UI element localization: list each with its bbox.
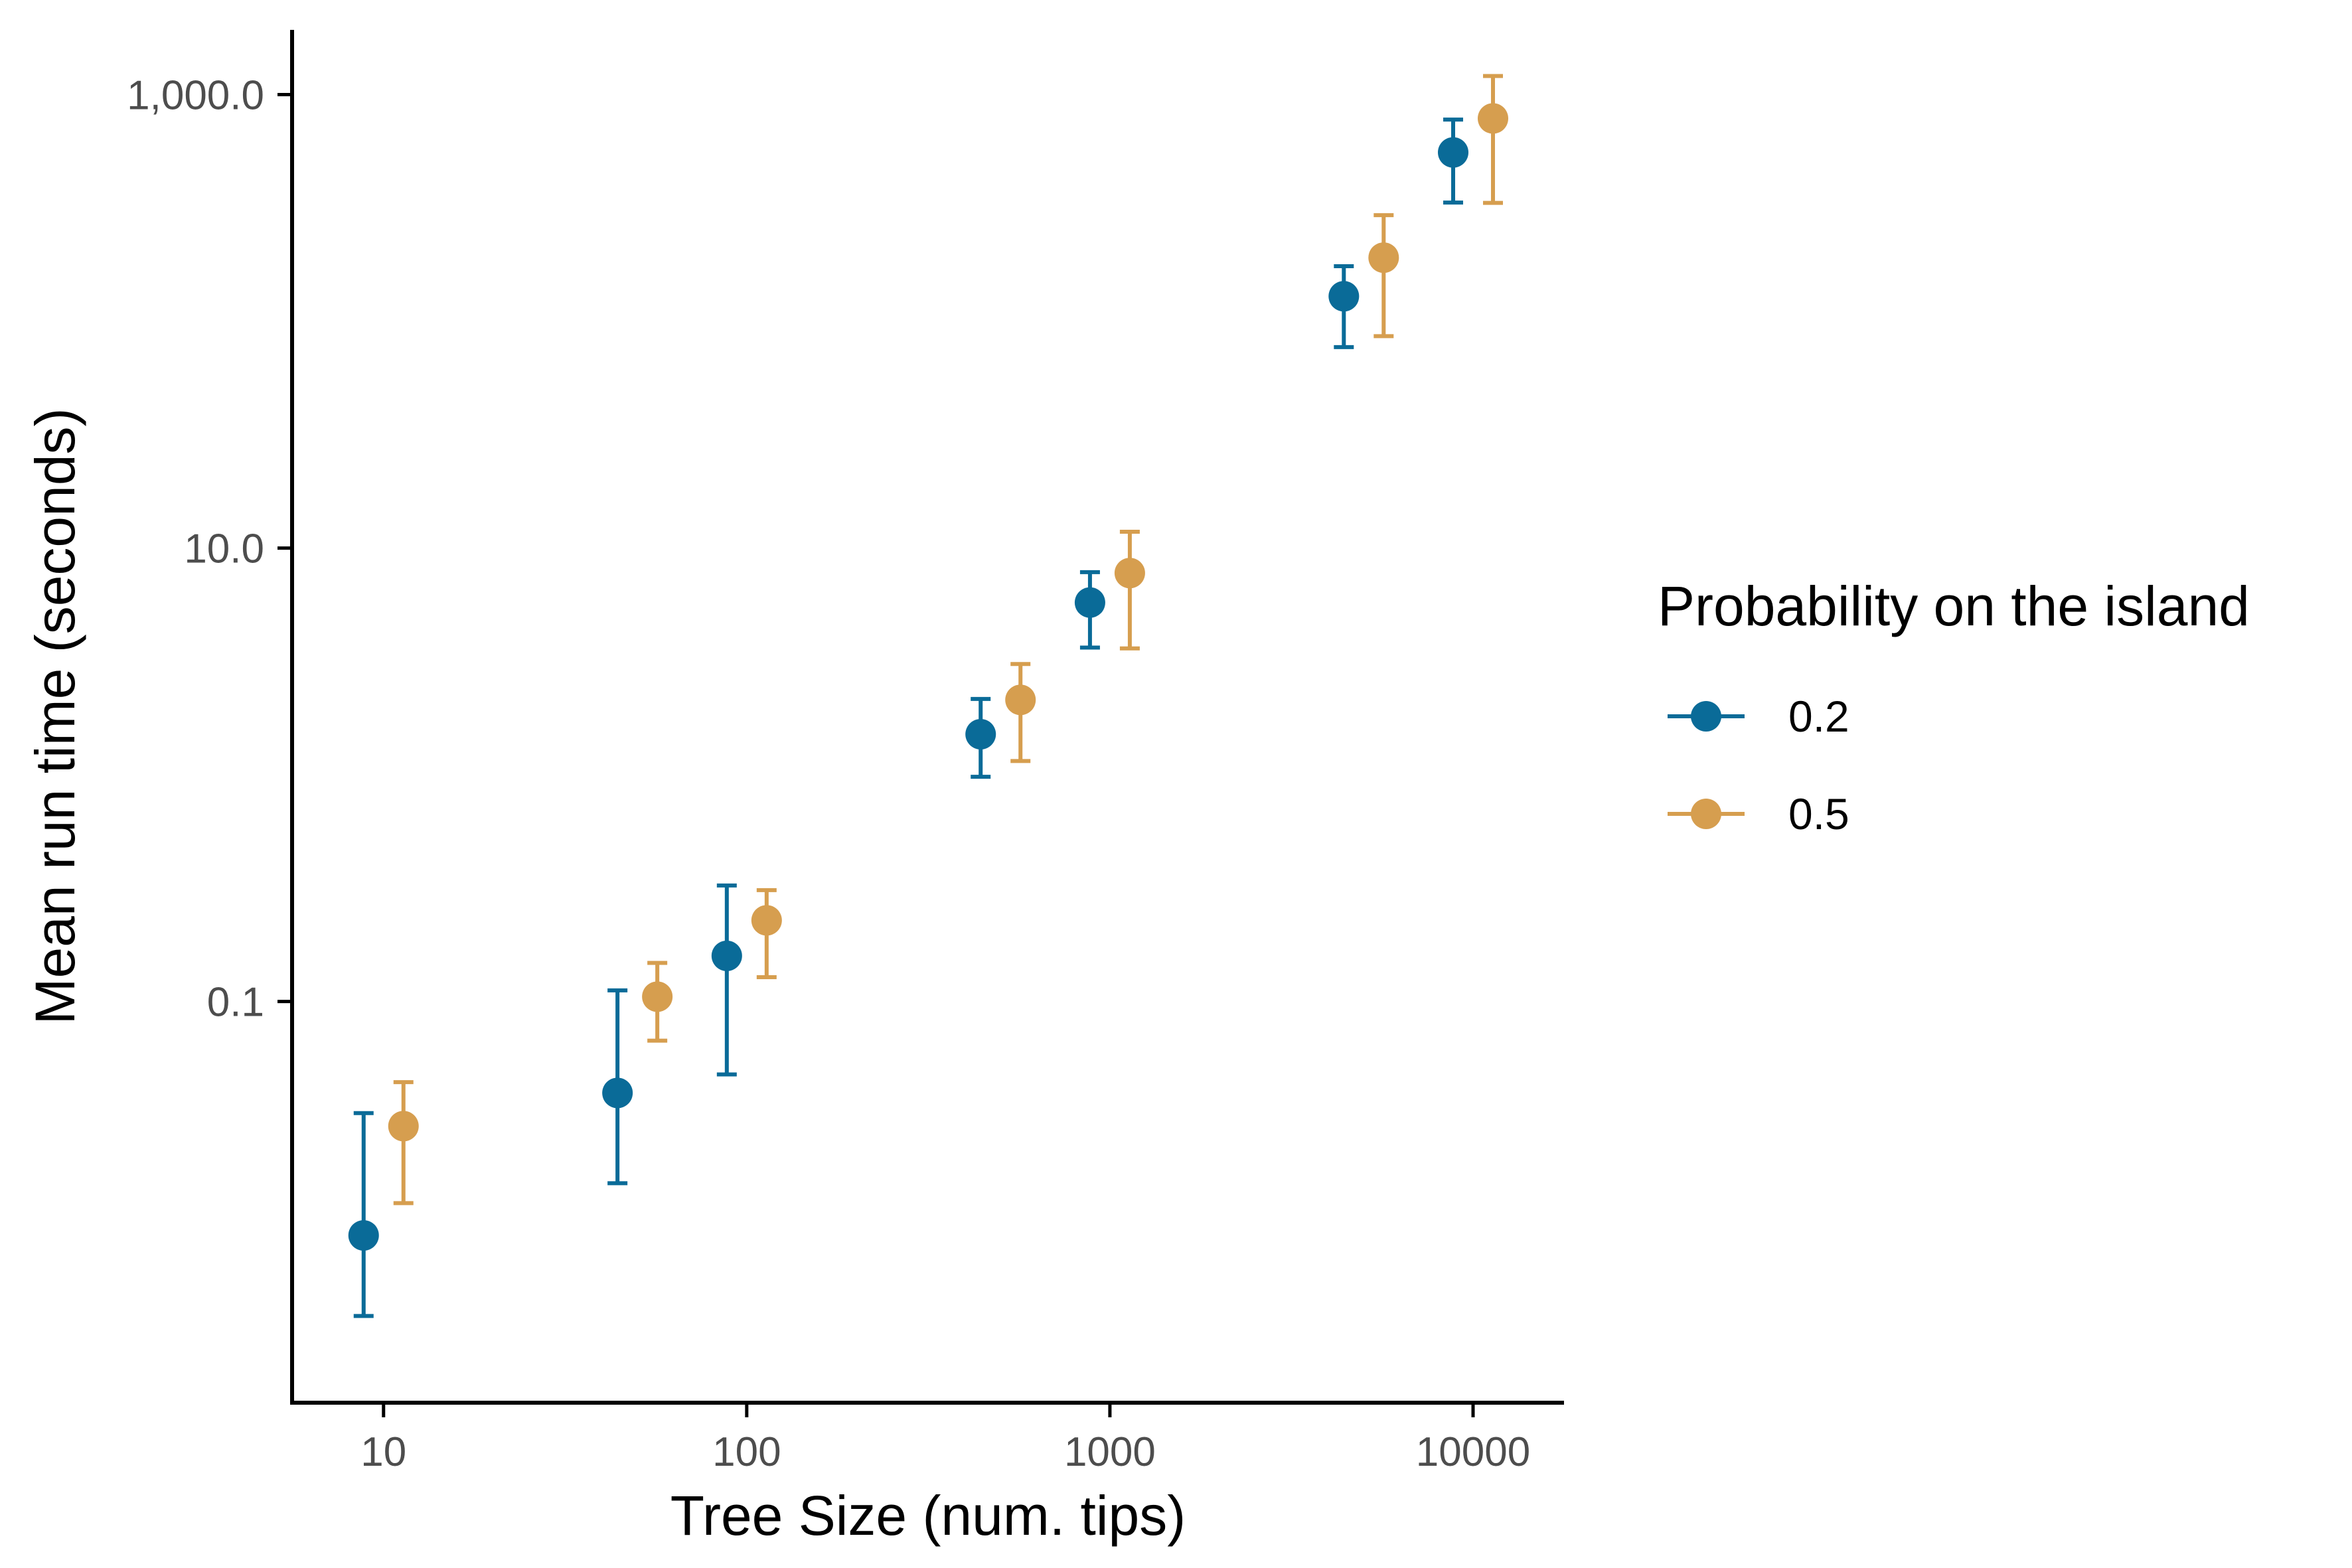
error-bar — [353, 1111, 374, 1318]
points-layer — [348, 103, 1509, 1251]
data-point — [1478, 103, 1509, 134]
data-point — [711, 940, 742, 971]
error-bar — [1373, 213, 1394, 339]
data-point — [348, 1219, 379, 1251]
data-point — [751, 905, 782, 936]
legend-entry: 0.2 — [1668, 692, 1849, 741]
error-bar — [1483, 74, 1504, 205]
x-tick-label: 10000 — [1416, 1429, 1530, 1475]
axes: 10 100 1000 10000 0.1 10.0 1,000.0 — [127, 30, 1564, 1475]
data-point — [602, 1077, 633, 1109]
data-point — [388, 1111, 419, 1142]
data-point — [642, 981, 673, 1012]
legend-key-point — [1691, 701, 1721, 732]
x-tick-label: 100 — [712, 1429, 781, 1475]
y-tick-label: 0.1 — [207, 980, 264, 1026]
legend-entry: 0.5 — [1668, 789, 1849, 838]
x-tick-label: 10 — [360, 1429, 406, 1475]
legend-label: 0.2 — [1788, 692, 1849, 741]
legend-label: 0.5 — [1788, 789, 1849, 838]
y-tick-label: 1,000.0 — [127, 73, 264, 119]
data-point — [1074, 587, 1105, 618]
y-axis-title: Mean run time (seconds) — [24, 408, 86, 1024]
error-bar — [1119, 530, 1140, 651]
data-point — [1114, 558, 1145, 589]
data-point — [965, 718, 996, 749]
x-tick-label: 1000 — [1064, 1429, 1156, 1475]
data-point — [1438, 137, 1469, 168]
y-ticks: 0.1 10.0 1,000.0 — [127, 73, 292, 1026]
legend-key-point — [1691, 799, 1721, 829]
error-bar — [393, 1080, 414, 1206]
data-point — [1328, 281, 1360, 312]
data-point — [1368, 242, 1399, 274]
data-point — [1005, 684, 1036, 716]
y-tick-label: 10.0 — [184, 526, 264, 572]
x-ticks: 10 100 1000 10000 — [360, 1403, 1530, 1475]
error-bar — [716, 883, 737, 1077]
x-axis-title: Tree Size (num. tips) — [670, 1484, 1186, 1547]
legend: Probability on the island 0.2 0.5 — [1658, 575, 2250, 838]
legend-title: Probability on the island — [1658, 575, 2250, 637]
